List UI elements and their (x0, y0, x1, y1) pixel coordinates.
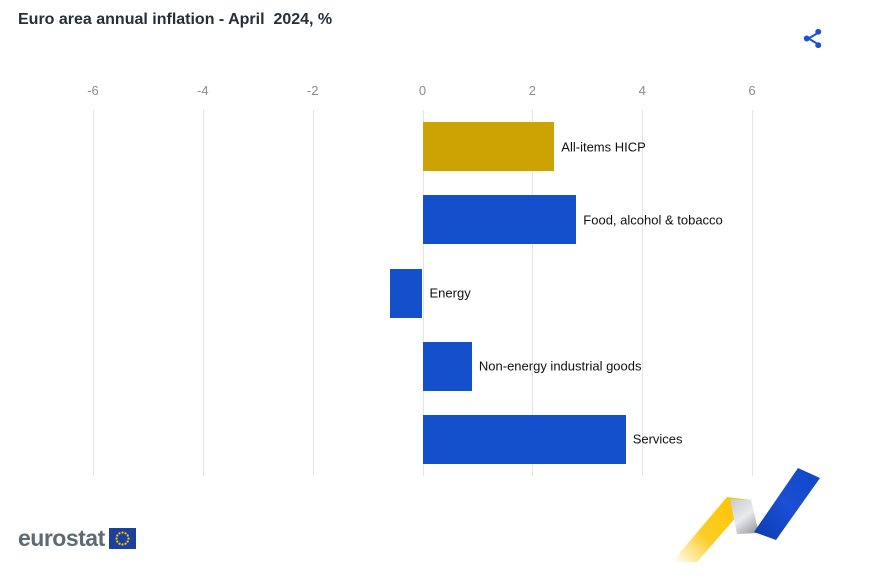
gridline (532, 110, 534, 476)
bar-label: Food, alcohol & tobacco (583, 212, 723, 228)
bar-label: Non-energy industrial goods (478, 358, 642, 374)
eurostat-logo-text: eurostat (18, 525, 105, 551)
gridline (422, 110, 424, 476)
bar-label: Services (632, 431, 683, 447)
eu-flag-icon (108, 527, 136, 549)
x-tick-label: 6 (748, 83, 756, 98)
bar-label: Energy (429, 285, 471, 301)
bar-food-alcohol-tobacco[interactable] (422, 195, 577, 245)
gridline (202, 110, 204, 476)
plot-area: All-items HICP Food, alcohol & tobacco Ene… (93, 110, 753, 476)
trend-arrow-graphic (672, 468, 820, 562)
x-tick-label: 4 (638, 83, 646, 98)
bar-non-energy-industrial-goods[interactable] (422, 341, 472, 391)
x-tick-label: -4 (197, 83, 209, 98)
chart-title: Euro area annual inflation - April 2024,… (18, 11, 333, 28)
bar-services[interactable] (422, 414, 626, 464)
x-tick-label: 2 (528, 83, 536, 98)
x-tick-label: 0 (418, 83, 427, 98)
bar-all-items-hicp[interactable] (422, 122, 555, 172)
gridline (312, 110, 314, 476)
bar-label: All-items HICP (561, 139, 646, 155)
gridline (642, 110, 644, 476)
gridline (752, 110, 753, 476)
x-tick-label: -2 (306, 83, 319, 98)
x-axis: -6 -4 -2 0 2 4 6 (87, 83, 756, 101)
eurostat-logo[interactable]: eurostat (18, 525, 136, 551)
bar-energy[interactable] (389, 268, 423, 318)
x-tick-label: -6 (87, 83, 99, 98)
share-button[interactable] (799, 26, 825, 52)
share-icon (803, 28, 821, 49)
gridline (93, 110, 94, 476)
